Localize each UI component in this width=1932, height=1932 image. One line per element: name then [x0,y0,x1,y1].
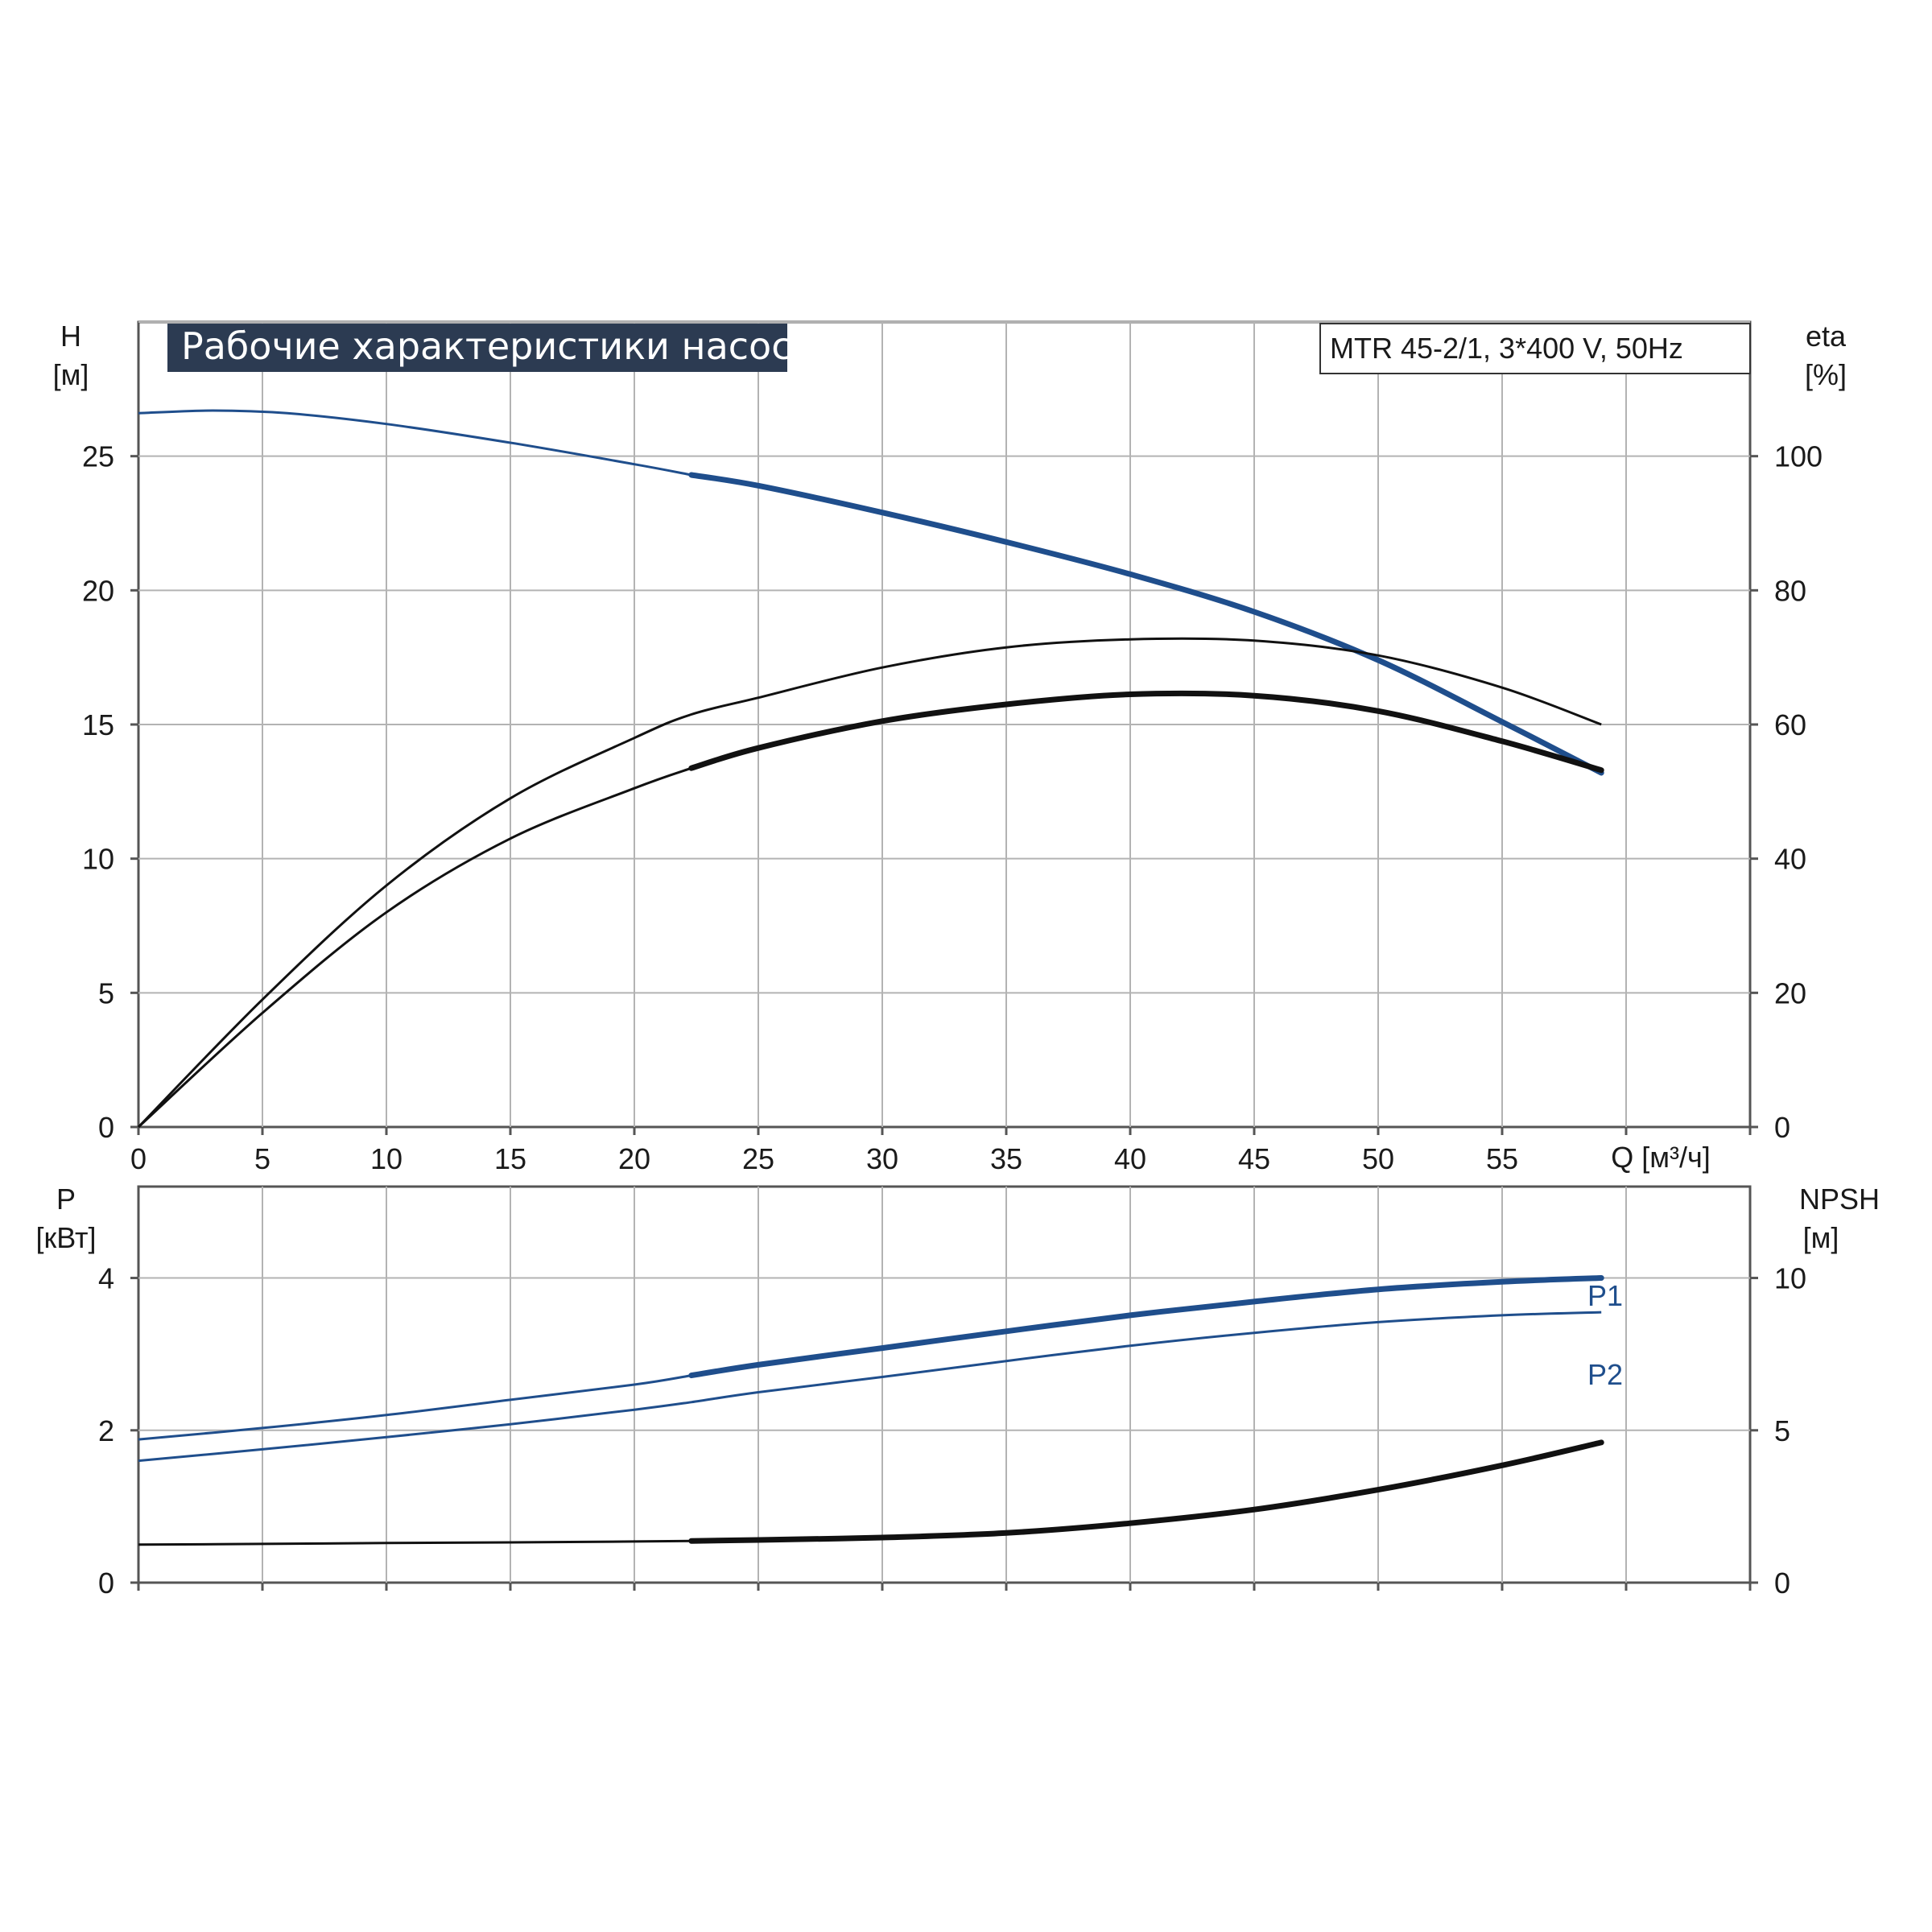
eta-axis-unit: [%] [1805,358,1847,391]
chart-title: Рабочие характеристики насоса [181,324,815,368]
x-tick-label: 45 [1238,1142,1270,1175]
series-line-p1-operating-range [688,1275,1604,1379]
bottom-panel-grid [130,1185,1758,1591]
y-tick-label-left: 0 [98,1111,114,1144]
x-tick-label: 30 [866,1142,898,1175]
y-tick-label-right: 80 [1774,574,1806,607]
x-tick-label: 40 [1114,1142,1146,1175]
y-tick-label-right: 60 [1774,708,1806,741]
y-tick-label-right: 0 [1774,1567,1790,1600]
npsh-axis-label: NPSH [1799,1183,1880,1216]
y-tick-label-left: 0 [98,1567,114,1600]
p1-series-label: P1 [1587,1279,1623,1312]
flow-axis-label: Q [м³/ч] [1611,1141,1711,1174]
y-tick-label-left: 4 [98,1262,114,1295]
bottom-panel-frame [137,1185,1752,1584]
x-tick-label: 50 [1362,1142,1394,1175]
x-tick-label: 0 [130,1142,147,1175]
model-info-text: MTR 45-2/1, 3*400 V, 50Hz [1330,332,1683,365]
x-tick-label: 25 [742,1142,774,1175]
y-tick-label-left: 15 [82,708,114,741]
series-line-npsh-operating-range [688,1439,1604,1544]
y-tick-label-left: 2 [98,1414,114,1447]
x-tick-label: 20 [618,1142,650,1175]
top-panel-tick-labels: 0 5 10 15 20 25 0 20 40 60 80 100 0 5 10 15 20 25 30 35 40 45… [82,440,1823,1175]
head-axis-label: H [60,320,81,353]
top-panel-curves [137,409,1604,1129]
npsh-axis-unit: [м] [1803,1221,1839,1254]
p2-series-label: P2 [1587,1358,1623,1391]
top-panel-grid [130,320,1758,1135]
y-tick-label-right: 0 [1774,1111,1790,1144]
y-tick-label-right: 40 [1774,843,1806,876]
y-tick-label-left: 25 [82,440,114,473]
head-axis-unit: [м] [53,358,89,391]
x-tick-label: 55 [1486,1142,1518,1175]
bottom-panel-tick-labels: 0 2 4 0 5 10 [98,1262,1806,1600]
y-tick-label-right: 5 [1774,1414,1790,1447]
series-line-head [138,409,692,477]
y-tick-label-right: 10 [1774,1262,1806,1295]
power-axis-unit: [кВт] [35,1221,96,1254]
y-tick-label-left: 5 [98,976,114,1009]
x-tick-label: 5 [254,1142,270,1175]
chart-title-background [167,324,787,372]
series-line-eta_inner-operating-range [688,690,1604,774]
series-line-npsh [138,1539,691,1546]
y-tick-label-right: 20 [1774,976,1806,1009]
series-line-p1 [138,1374,692,1441]
y-tick-label-right: 100 [1774,440,1823,473]
y-tick-label-left: 20 [82,574,114,607]
x-tick-label: 10 [370,1142,402,1175]
bottom-panel-curves [138,1275,1604,1546]
model-info-box [1319,323,1751,374]
series-line-eta_outer [137,637,1602,1129]
series-line-eta_inner [137,766,692,1129]
series-line-p2 [138,1311,1602,1463]
eta-axis-label: eta [1806,320,1847,353]
x-tick-label: 15 [494,1142,526,1175]
x-tick-label: 35 [990,1142,1022,1175]
series-line-head-operating-range [688,472,1604,776]
power-axis-label: P [56,1183,76,1216]
y-tick-label-left: 10 [82,843,114,876]
